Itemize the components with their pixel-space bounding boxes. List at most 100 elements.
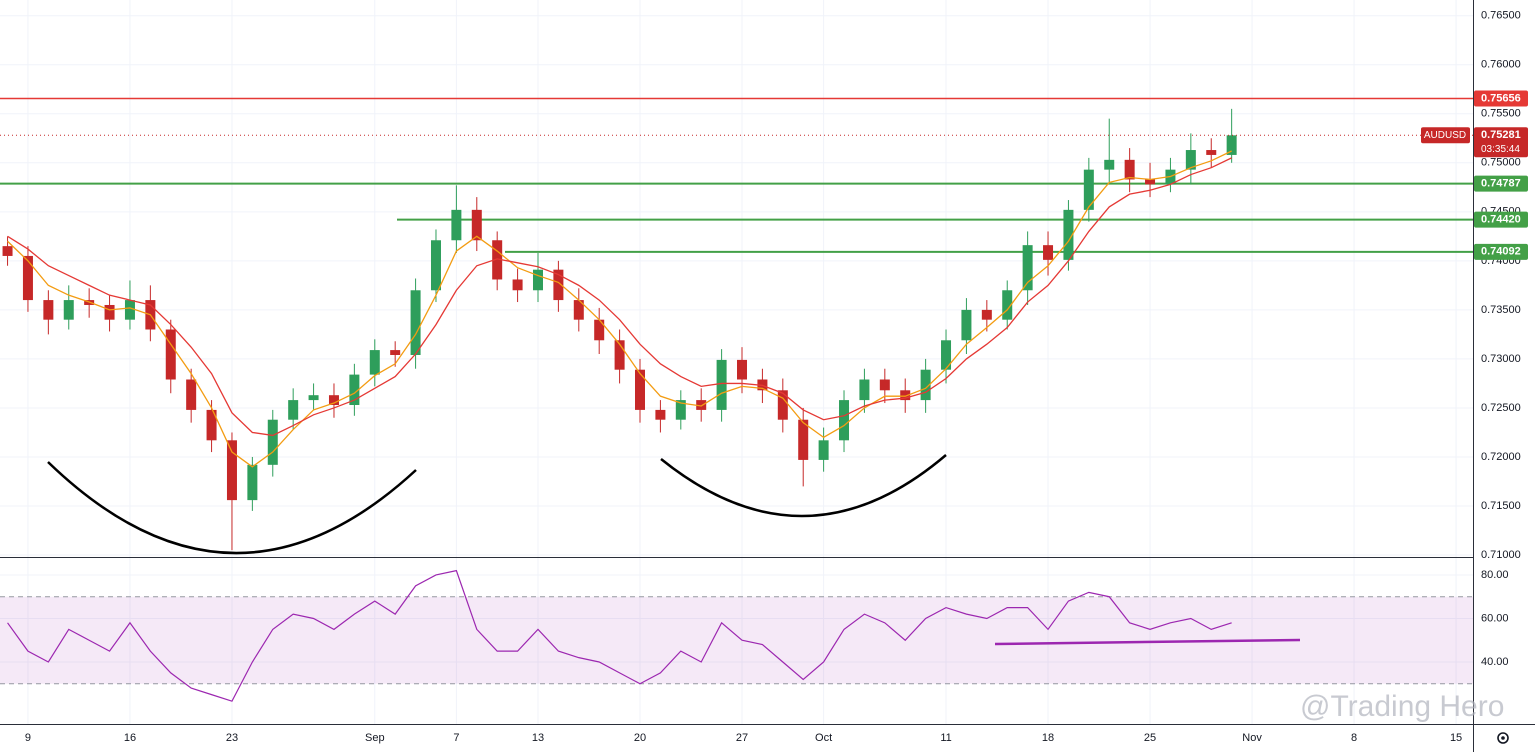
candle-body xyxy=(675,400,686,420)
x-tick-label: 13 xyxy=(532,732,544,744)
y-tick-label: 80.00 xyxy=(1481,569,1509,581)
candle-body xyxy=(1185,150,1196,170)
grid xyxy=(0,0,1473,724)
candle-body xyxy=(328,395,339,406)
candle-body xyxy=(1043,245,1054,260)
candle-body xyxy=(288,400,299,420)
candle-body xyxy=(1083,169,1094,210)
candle-body xyxy=(553,269,564,301)
x-tick-label: Sep xyxy=(365,732,385,744)
candle-body xyxy=(308,395,319,401)
candle-body xyxy=(43,300,54,320)
x-tick-label: Nov xyxy=(1242,732,1262,744)
candle-body xyxy=(267,419,278,465)
x-tick-label: 25 xyxy=(1144,732,1156,744)
candle-body xyxy=(410,290,421,355)
candle-body xyxy=(22,255,33,301)
candle-body xyxy=(839,400,850,441)
candle-body xyxy=(492,240,503,280)
candle-body xyxy=(349,374,360,406)
y-tick-label: 0.73500 xyxy=(1481,304,1521,316)
candle-body xyxy=(2,246,13,256)
candle-body xyxy=(798,419,809,460)
candle-body xyxy=(226,440,237,501)
rsi-trendline xyxy=(994,638,1301,646)
y-tick-label: 0.76500 xyxy=(1481,10,1521,22)
candle-body xyxy=(451,209,462,241)
candle-body xyxy=(655,409,666,420)
y-tick-label: 60.00 xyxy=(1481,612,1509,624)
y-tick-label: 0.71500 xyxy=(1481,500,1521,512)
candle-body xyxy=(430,240,441,291)
candle-body xyxy=(777,390,788,420)
x-tick-label: 9 xyxy=(25,732,31,744)
level-label-box xyxy=(1474,90,1528,107)
candle-body xyxy=(532,269,543,291)
x-tick-label: 11 xyxy=(940,732,951,744)
rsi-line xyxy=(7,569,1232,702)
candle-body xyxy=(737,359,748,380)
candle-body xyxy=(1002,290,1013,320)
level-label-box xyxy=(1474,211,1528,228)
candle-body xyxy=(186,379,197,410)
candle-body xyxy=(1226,135,1237,155)
candle-body xyxy=(981,309,992,320)
plot xyxy=(0,97,1473,702)
candle-body xyxy=(104,304,115,320)
symbol-label: AUDUSD xyxy=(1424,130,1466,141)
level-label: 0.74787 xyxy=(1481,178,1521,190)
axes: 0.71000 0.71500 0.72000 0.72500 0.73000 0.735… xyxy=(25,10,1528,744)
candle-body xyxy=(63,300,74,320)
candle-body xyxy=(1145,179,1156,185)
candle-body xyxy=(859,379,870,401)
candle-body xyxy=(1022,245,1033,291)
candle-body xyxy=(614,340,625,370)
candle-body xyxy=(941,340,952,370)
x-tick-label: 15 xyxy=(1450,732,1462,744)
candle-body xyxy=(1063,209,1074,260)
x-tick-label: 23 xyxy=(226,732,238,744)
candle-body xyxy=(369,350,380,375)
y-tick-label: 0.75500 xyxy=(1481,108,1521,120)
candle-body xyxy=(1124,159,1135,180)
symbol-box xyxy=(1421,127,1470,144)
level-label-box xyxy=(1474,175,1528,192)
candle-body xyxy=(247,464,258,501)
candle-body xyxy=(716,359,727,410)
x-tick-label: 7 xyxy=(453,732,459,744)
candle-body xyxy=(390,350,401,355)
candle-body xyxy=(165,329,176,380)
last-price-box xyxy=(1474,127,1528,158)
candle-body xyxy=(696,400,707,410)
settings-icon[interactable] xyxy=(1497,732,1509,744)
level-label: 0.74420 xyxy=(1481,214,1521,226)
x-tick-label: 16 xyxy=(124,732,136,744)
y-tick-label: 0.75000 xyxy=(1481,157,1521,169)
y-tick-label: 0.72000 xyxy=(1481,451,1521,463)
last-price-label: 0.75281 xyxy=(1481,129,1521,141)
candle-body xyxy=(1104,159,1115,170)
candle-body xyxy=(920,369,931,401)
candle-body xyxy=(471,209,482,241)
moving-average xyxy=(7,157,1232,437)
y-tick-label: 0.76000 xyxy=(1481,59,1521,71)
cup-drawing xyxy=(47,461,417,555)
level-label: 0.74092 xyxy=(1481,246,1521,258)
x-tick-label: 20 xyxy=(634,732,646,744)
candle-body xyxy=(635,369,646,410)
candle-body xyxy=(961,309,972,341)
candle-body xyxy=(900,390,911,401)
candle-body xyxy=(206,409,217,441)
y-tick-label: 0.73000 xyxy=(1481,353,1521,365)
candle-body xyxy=(818,440,829,460)
x-tick-label: 27 xyxy=(736,732,748,744)
candle-body xyxy=(124,300,135,320)
candle-body xyxy=(594,319,605,341)
x-tick-label: 8 xyxy=(1351,732,1357,744)
level-label: 0.75656 xyxy=(1481,92,1521,104)
watermark: @Trading Hero xyxy=(1300,690,1504,723)
moving-average xyxy=(7,150,1232,468)
x-tick-label: Oct xyxy=(815,732,832,744)
